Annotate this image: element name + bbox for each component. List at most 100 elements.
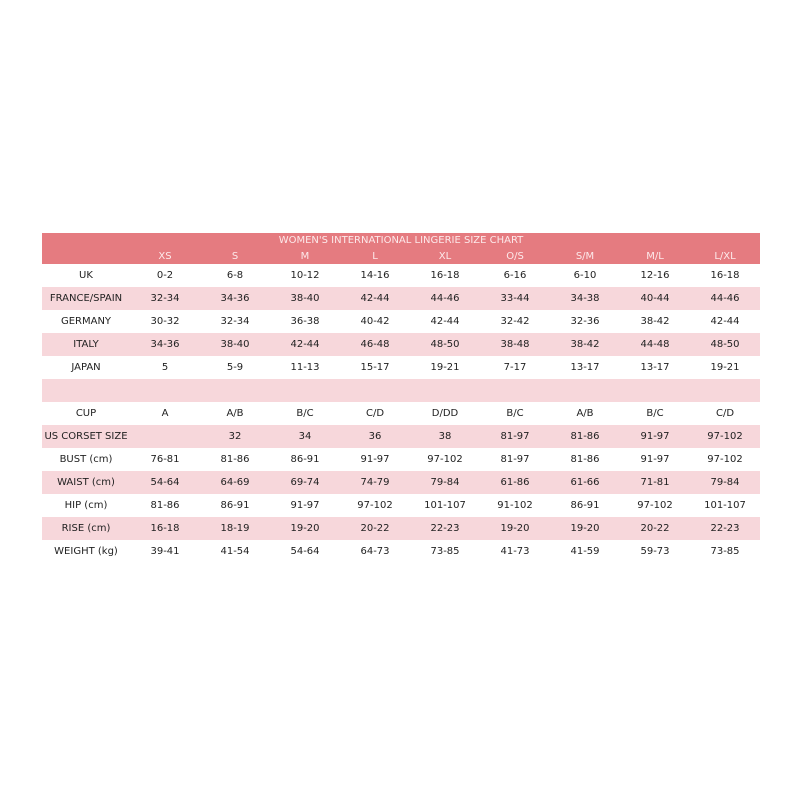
table-cell: 38-40: [220, 339, 250, 350]
table-cell: 0-2: [156, 270, 174, 281]
table-cell: 97-102: [707, 431, 743, 442]
table-cell: 34: [298, 431, 312, 442]
table-cell: 81-97: [500, 454, 530, 465]
table-cell: 32-34: [220, 316, 250, 327]
table-cell: 38-42: [640, 316, 670, 327]
size-header: XL: [438, 250, 452, 262]
table-cell: B/C: [296, 408, 314, 419]
table-row: WAIST (cm) 54-64 64-69 69-74 74-79 79-84 61-86…: [42, 471, 760, 494]
table-cell: 19-20: [290, 523, 320, 534]
table-cell: C/D: [715, 408, 735, 419]
table-cell: 6-16: [503, 270, 527, 281]
table-cell: 38-42: [570, 339, 600, 350]
table-cell: 19-20: [500, 523, 530, 534]
table-cell: 54-64: [150, 477, 180, 488]
table-body: XS S M L XL O/S S/M M/L L/XL UK 0-2 6-8 10-12 14-16 16…: [42, 248, 760, 563]
row-label: RISE (cm): [61, 523, 111, 534]
table-cell: 91-97: [290, 500, 320, 511]
table-cell: 59-73: [640, 546, 670, 557]
table-cell: 15-17: [360, 362, 390, 373]
row-label: WEIGHT (kg): [54, 546, 118, 557]
table-cell: 38: [438, 431, 452, 442]
table-row: HIP (cm) 81-86 86-91 91-97 97-102 101-107 91-1…: [42, 494, 760, 517]
row-label: US CORSET SIZE: [44, 431, 128, 442]
table-cell: 64-69: [220, 477, 250, 488]
table-cell: 91-97: [640, 431, 670, 442]
size-header: S: [231, 250, 239, 262]
size-header: M: [300, 250, 310, 262]
table-cell: 42-44: [710, 316, 740, 327]
table-row: RISE (cm) 16-18 18-19 19-20 20-22 22-23 19-20 1…: [42, 517, 760, 540]
row-label: CUP: [75, 408, 97, 419]
table-cell: 73-85: [430, 546, 460, 557]
table-cell: 6-8: [226, 270, 244, 281]
table-cell: 48-50: [430, 339, 460, 350]
table-cell: 74-79: [360, 477, 390, 488]
table-cell: 54-64: [290, 546, 320, 557]
table-cell: 79-84: [430, 477, 460, 488]
table-cell: 22-23: [430, 523, 460, 534]
table-cell: 46-48: [360, 339, 390, 350]
chart-title: WOMEN'S INTERNATIONAL LINGERIE SIZE CHAR…: [42, 233, 760, 248]
table-cell: 33-44: [500, 293, 530, 304]
table-row: US CORSET SIZE 32 34 36 38 81-97 81-86 91-97 97-…: [42, 425, 760, 448]
table-cell: 14-16: [360, 270, 390, 281]
table-cell: 81-86: [150, 500, 180, 511]
table-cell: 32: [228, 431, 242, 442]
table-cell: 41-54: [220, 546, 250, 557]
table-cell: 11-13: [290, 362, 320, 373]
size-header: O/S: [506, 250, 524, 262]
table-cell: 97-102: [357, 500, 393, 511]
table-row: GERMANY 30-32 32-34 36-38 40-42 42-44 32-42 32-…: [42, 310, 760, 333]
table-cell: 86-91: [220, 500, 250, 511]
table-cell: 36-38: [290, 316, 320, 327]
table-cell: 91-97: [640, 454, 670, 465]
table-cell: 34-38: [570, 293, 600, 304]
table-cell: 86-91: [290, 454, 320, 465]
table-cell: 101-107: [704, 500, 746, 511]
table-cell: 42-44: [360, 293, 390, 304]
table-cell: 32-42: [500, 316, 530, 327]
row-label: HIP (cm): [64, 500, 108, 511]
table-cell: B/C: [506, 408, 524, 419]
table-cell: 81-86: [570, 431, 600, 442]
table-cell: 39-41: [150, 546, 180, 557]
size-header-row: XS S M L XL O/S S/M M/L L/XL: [42, 248, 760, 264]
table-cell: 30-32: [150, 316, 180, 327]
table-cell: D/DD: [431, 408, 459, 419]
size-header: L/XL: [714, 250, 736, 262]
table-cell: 13-17: [570, 362, 600, 373]
table-cell: 69-74: [290, 477, 320, 488]
table-cell: 81-86: [220, 454, 250, 465]
table-cell: 48-50: [710, 339, 740, 350]
table-cell: 6-10: [573, 270, 597, 281]
table-cell: 97-102: [427, 454, 463, 465]
size-header: XS: [158, 250, 172, 262]
table-cell: 22-23: [710, 523, 740, 534]
table-cell: 7-17: [503, 362, 527, 373]
table-row: JAPAN 5 5-9 11-13 15-17 19-21 7-17 13-17 13-17 19…: [42, 356, 760, 379]
row-label: WAIST (cm): [57, 477, 115, 488]
table-cell: 91-102: [497, 500, 533, 511]
table-cell: 38-40: [290, 293, 320, 304]
table-cell: 5: [161, 362, 169, 373]
row-label: ITALY: [73, 339, 99, 350]
table-cell: 42-44: [430, 316, 460, 327]
table-cell: 76-81: [150, 454, 180, 465]
row-label: GERMANY: [60, 316, 112, 327]
table-cell: 19-20: [570, 523, 600, 534]
table-cell: A/B: [576, 408, 594, 419]
table-cell: 5-9: [226, 362, 244, 373]
table-cell: 32-36: [570, 316, 600, 327]
table-cell: 20-22: [360, 523, 390, 534]
row-label: UK: [79, 270, 93, 281]
table-cell: 97-102: [707, 454, 743, 465]
table-row: FRANCE/SPAIN 32-34 34-36 38-40 42-44 44-46 33-…: [42, 287, 760, 310]
table-cell: 34-36: [150, 339, 180, 350]
table-cell: C/D: [365, 408, 385, 419]
table-row: ITALY 34-36 38-40 42-44 46-48 48-50 38-48 38-42…: [42, 333, 760, 356]
table-cell: 81-97: [500, 431, 530, 442]
table-cell: 61-86: [500, 477, 530, 488]
table-row: UK 0-2 6-8 10-12 14-16 16-18 6-16 6-10 12-16 16-1…: [42, 264, 760, 287]
row-label: JAPAN: [71, 362, 101, 373]
